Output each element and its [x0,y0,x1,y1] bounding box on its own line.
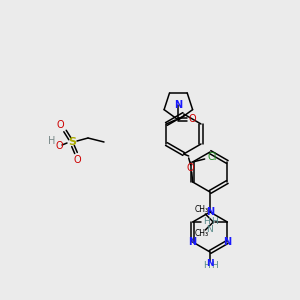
Text: H: H [211,262,218,271]
Text: N: N [206,207,214,217]
Text: N: N [206,260,214,268]
Text: H: H [211,218,218,226]
Text: N: N [189,237,197,247]
Text: CH₃: CH₃ [194,206,208,214]
Text: S: S [68,137,76,147]
Text: N: N [223,237,231,247]
Text: H: H [202,262,209,271]
Text: O: O [73,155,81,165]
Text: O: O [187,163,194,173]
Text: H: H [203,217,210,226]
Text: O: O [56,120,64,130]
Text: O: O [55,141,63,151]
Text: O: O [188,114,196,124]
Text: N: N [206,224,213,233]
Text: H: H [48,136,56,146]
Text: N: N [174,100,182,110]
Text: CH₃: CH₃ [194,230,208,238]
Text: Cl: Cl [208,152,218,162]
